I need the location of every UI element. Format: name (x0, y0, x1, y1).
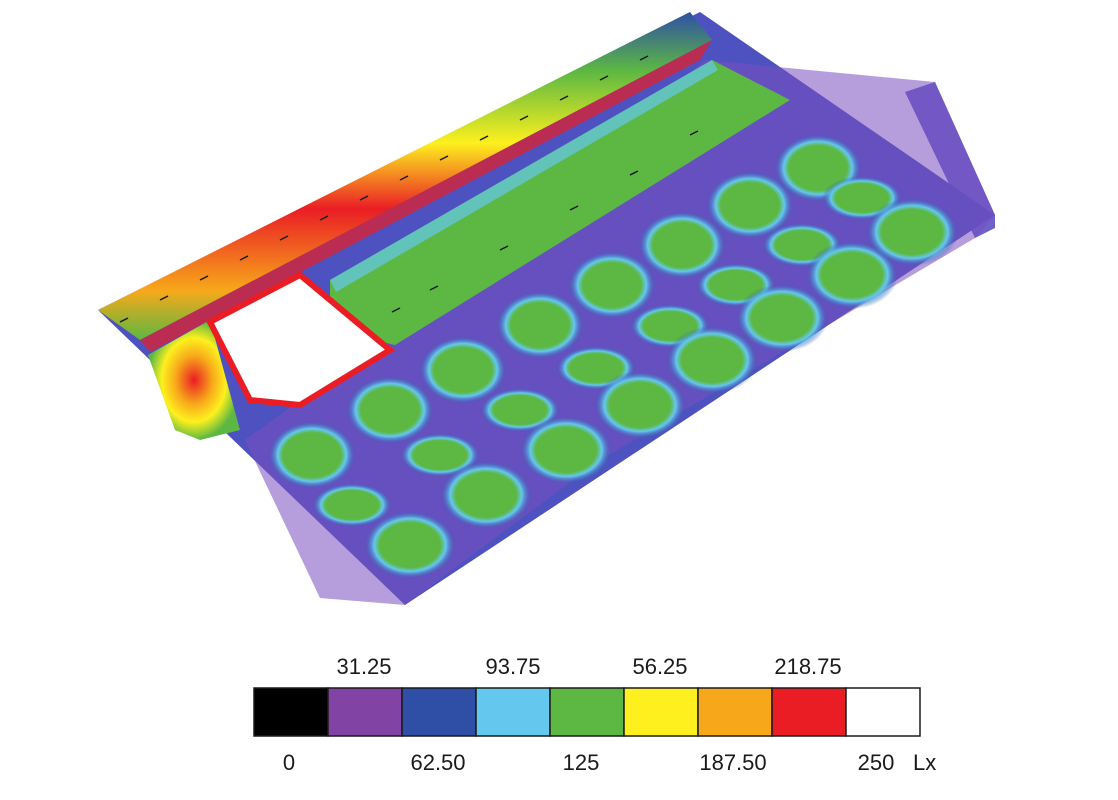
legend-swatches (253, 687, 921, 737)
legend-top-labels: 31.25 93.75 56.25 218.75 (336, 654, 841, 679)
legend-swatch-7 (697, 687, 773, 737)
corridor-strip-lower (140, 40, 712, 352)
legend-bottom-labels: 0 62.50 125 187.50 250 Lx (283, 750, 936, 775)
legend-swatch-4 (475, 687, 551, 737)
green-band-edge (330, 60, 718, 292)
unit-label: Lx (913, 750, 936, 775)
color-scale-legend: 31.25 93.75 56.25 218.75 0 62.50 125 187… (253, 654, 936, 775)
corridor-strip (98, 12, 712, 340)
legend-swatch-2 (327, 687, 403, 737)
legend-swatch-3 (401, 687, 477, 737)
bottom-label-4: 187.50 (699, 750, 766, 775)
green-band (330, 60, 790, 345)
room-white (205, 271, 396, 409)
bottom-label-5: 250 (858, 750, 895, 775)
top-label-3: 56.25 (632, 654, 687, 679)
luminaire-markers (119, 55, 699, 323)
room-left (148, 320, 240, 440)
legend-swatch-6 (623, 687, 699, 737)
bottom-label-3: 125 (563, 750, 600, 775)
top-label-4: 218.75 (774, 654, 841, 679)
top-label-1: 31.25 (336, 654, 391, 679)
light-pools (268, 134, 958, 579)
legend-swatch-5 (549, 687, 625, 737)
illuminance-heatmap (98, 12, 995, 605)
bottom-label-1: 0 (283, 750, 295, 775)
legend-swatch-8 (771, 687, 847, 737)
legend-swatch-1 (253, 687, 329, 737)
bottom-label-2: 62.50 (410, 750, 465, 775)
legend-swatch-9 (845, 687, 921, 737)
top-label-2: 93.75 (485, 654, 540, 679)
